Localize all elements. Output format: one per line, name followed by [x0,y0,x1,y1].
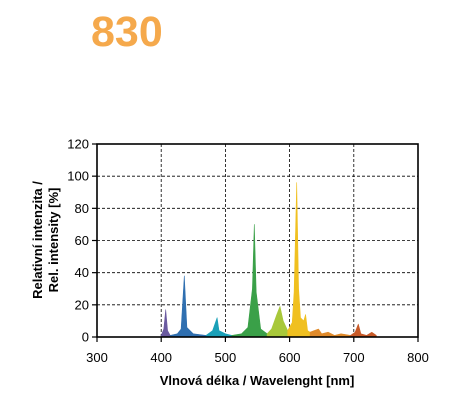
x-tick-label-500: 500 [215,350,237,365]
spectrum-band-1 [160,309,171,338]
x-tick-label-300: 300 [86,350,108,365]
spectrum-band-4 [231,224,268,338]
y-tick-label-0: 0 [82,330,89,345]
y-tick-label-60: 60 [75,233,89,248]
x-tick-label-700: 700 [343,350,365,365]
spectrum-band-3 [205,317,233,338]
x-tick-labels: 300 400 500 600 700 800 [86,350,429,365]
spectrum-band-8 [350,323,377,338]
y-tick-label-40: 40 [75,265,89,280]
spectrum-band-7 [309,328,351,338]
y-tick-label-20: 20 [75,297,89,312]
x-tick-label-800: 800 [407,350,429,365]
y-axis-title-line1: Relativní intenzita / [30,181,45,299]
spectrum-band-6 [287,182,311,338]
x-tick-label-600: 600 [279,350,301,365]
y-tick-label-80: 80 [75,201,89,216]
y-tick-label-100: 100 [67,169,89,184]
chart-title: 830 [91,8,163,56]
y-tick-label-120: 120 [67,137,89,152]
spectrum-series [160,182,377,338]
spectrum-band-5 [266,306,288,338]
grid-lines [97,144,418,337]
tick-marks [92,143,419,342]
y-tick-labels: 0 20 40 60 80 100 120 [67,137,89,345]
x-axis-title: Vlnová délka / Wavelenght [nm] [160,373,355,388]
spectrum-band-2 [169,275,207,338]
y-axis-title-line2: Rel. intensity [%] [46,188,61,293]
x-tick-label-400: 400 [150,350,172,365]
